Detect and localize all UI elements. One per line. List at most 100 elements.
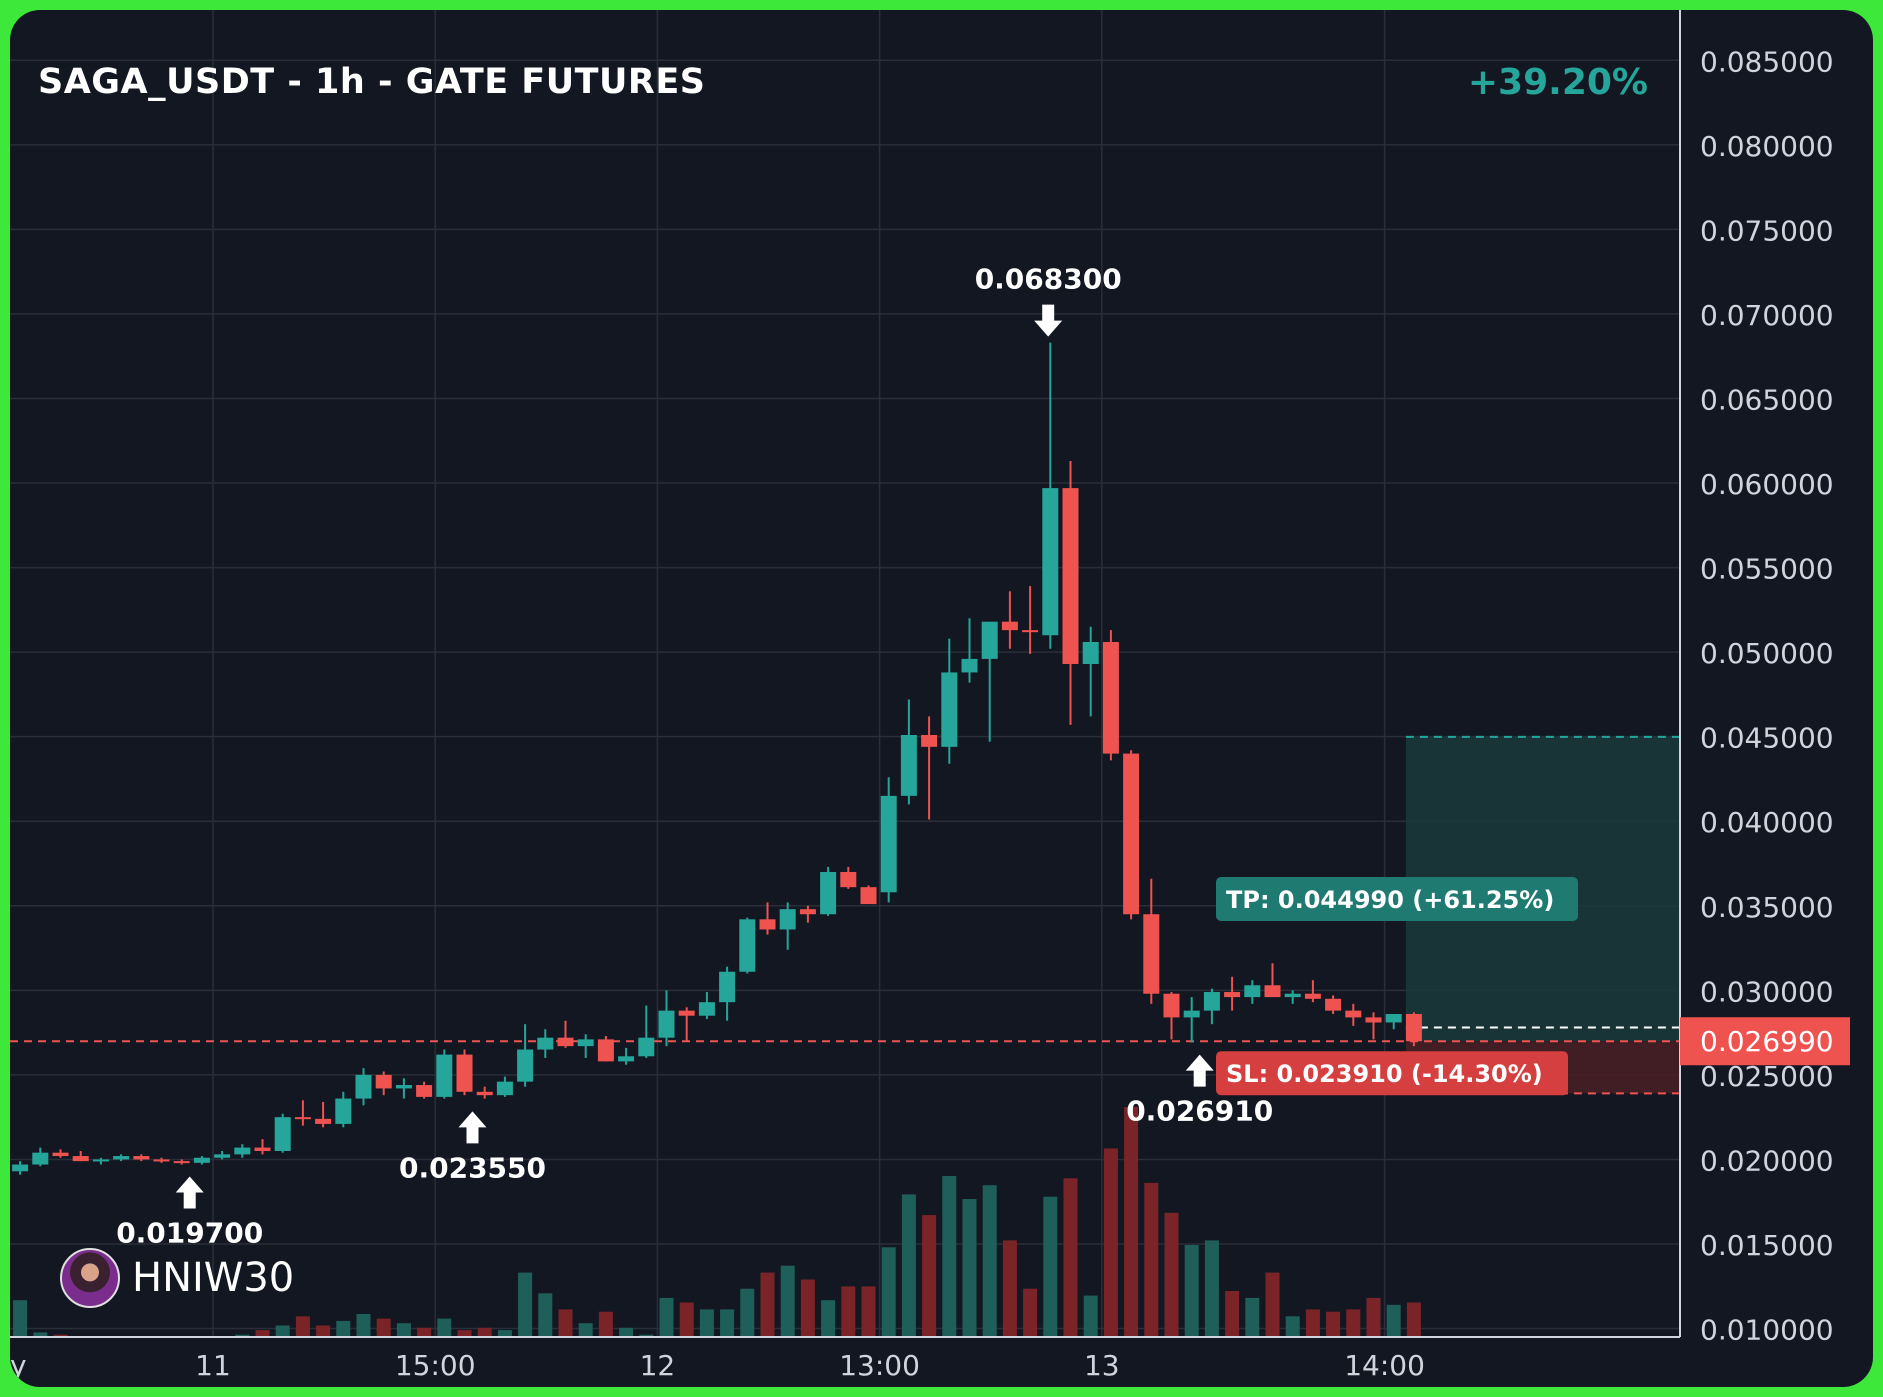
volume-bar <box>1124 1107 1139 1337</box>
candle-body <box>72 1156 89 1162</box>
volume-bar <box>417 1327 432 1337</box>
volume-bar <box>821 1300 836 1337</box>
candle-body <box>1385 1014 1402 1023</box>
y-tick-label: 0.065000 <box>1700 383 1834 416</box>
candle-body <box>1203 992 1220 1011</box>
chart-title: SAGA_USDT - 1h - GATE FUTURES <box>38 62 706 102</box>
current-price-tag-bg <box>1680 1017 1850 1066</box>
volume-bar <box>1386 1304 1401 1337</box>
volume-bar <box>1002 1240 1017 1337</box>
volume-bar <box>901 1194 916 1337</box>
volume-bar <box>558 1309 573 1337</box>
price-annotation: 0.068300 <box>975 263 1122 296</box>
candle-body <box>436 1054 453 1097</box>
candle-body <box>1224 992 1241 998</box>
volume-bar <box>780 1265 795 1337</box>
y-tick-label: 0.050000 <box>1700 637 1834 670</box>
volume-bar <box>235 1334 250 1337</box>
candle-body <box>1123 753 1140 915</box>
volume-bar <box>1346 1309 1361 1337</box>
avatar-icon[interactable] <box>60 1248 120 1308</box>
candle-body <box>214 1154 231 1158</box>
price-annotation: 0.026910 <box>1126 1095 1273 1128</box>
candle-body <box>193 1157 210 1163</box>
volume-bar <box>881 1247 896 1337</box>
price-annotation: 0.019700 <box>116 1217 263 1250</box>
chart-canvas[interactable]: 0.085000 0.080000 0.075000 0.070000 0.065000… <box>10 10 1873 1387</box>
candle-body <box>799 909 816 915</box>
y-tick-label: 0.010000 <box>1700 1314 1834 1347</box>
author-badge[interactable]: HNIW30 <box>60 1248 294 1308</box>
volume-bar <box>619 1327 634 1337</box>
x-tick-label: 12 <box>640 1349 676 1382</box>
candle-body <box>254 1147 271 1151</box>
candle-body <box>1304 993 1321 999</box>
candle-body <box>961 658 978 673</box>
candle-body <box>153 1159 170 1162</box>
candle-body <box>517 1049 534 1082</box>
candle-body <box>1365 1017 1382 1023</box>
volume-bar <box>1406 1302 1421 1337</box>
volume-bar <box>437 1318 452 1337</box>
candle-body <box>840 871 857 888</box>
candle-body <box>113 1156 130 1160</box>
y-tick-label: 0.030000 <box>1700 975 1834 1008</box>
current-price-tag: 0.026990 <box>1700 1025 1834 1058</box>
candle-body <box>941 672 958 747</box>
volume-bar <box>13 1300 28 1337</box>
y-tick-label: 0.045000 <box>1700 722 1834 755</box>
candle-body <box>698 1002 715 1016</box>
volume-bar <box>33 1332 48 1337</box>
candle-body <box>496 1081 513 1096</box>
volume-bar <box>800 1279 815 1337</box>
volume-bar <box>356 1314 371 1337</box>
volume-bar <box>1305 1309 1320 1337</box>
candle-body <box>1345 1010 1362 1018</box>
volume-bar <box>861 1286 876 1337</box>
volume-bar <box>376 1318 391 1337</box>
candle-body <box>658 1010 675 1038</box>
candle-body <box>678 1010 695 1016</box>
candle-body <box>1042 488 1059 636</box>
volume-bar <box>942 1176 957 1337</box>
candle-body <box>880 795 897 893</box>
volume-bar <box>1204 1240 1219 1337</box>
candle-body <box>315 1118 332 1124</box>
candle-body <box>416 1085 433 1097</box>
candle-body <box>1183 1010 1200 1018</box>
candle-body <box>133 1156 150 1160</box>
y-tick-label: 0.060000 <box>1700 468 1834 501</box>
volume-bar <box>1285 1316 1300 1337</box>
performance-change: +39.20% <box>1467 62 1648 103</box>
y-tick-label: 0.075000 <box>1700 214 1834 247</box>
y-tick-label: 0.020000 <box>1700 1144 1834 1177</box>
volume-bar <box>1023 1288 1038 1337</box>
volume-bar <box>578 1323 593 1337</box>
candle-body <box>860 887 877 905</box>
volume-bar <box>639 1334 654 1337</box>
candle-body <box>577 1039 594 1047</box>
candle-body <box>638 1037 655 1057</box>
volume-bar <box>679 1302 694 1337</box>
candle-body <box>395 1085 412 1089</box>
candle-body <box>1325 998 1342 1011</box>
volume-bar <box>1184 1245 1199 1337</box>
arrow-up-icon <box>1185 1054 1214 1087</box>
author-name: HNIW30 <box>132 1255 295 1301</box>
volume-bar <box>1103 1148 1118 1337</box>
candle-body <box>1001 621 1018 631</box>
volume-bar <box>336 1320 351 1337</box>
stop-loss-label-bg <box>1216 1051 1568 1096</box>
volume-bar <box>740 1288 755 1337</box>
candle-body <box>476 1091 493 1096</box>
arrow-up-icon <box>458 1111 487 1144</box>
candle-body <box>294 1117 311 1120</box>
volume-bar <box>1164 1212 1179 1337</box>
y-tick-label: 0.015000 <box>1700 1229 1834 1262</box>
candle-body <box>1062 488 1079 664</box>
candle-body <box>759 919 776 930</box>
volume-bar <box>699 1309 714 1337</box>
volume-bar <box>1366 1297 1381 1337</box>
volume-bar <box>497 1330 512 1337</box>
candle-body <box>1163 993 1180 1018</box>
